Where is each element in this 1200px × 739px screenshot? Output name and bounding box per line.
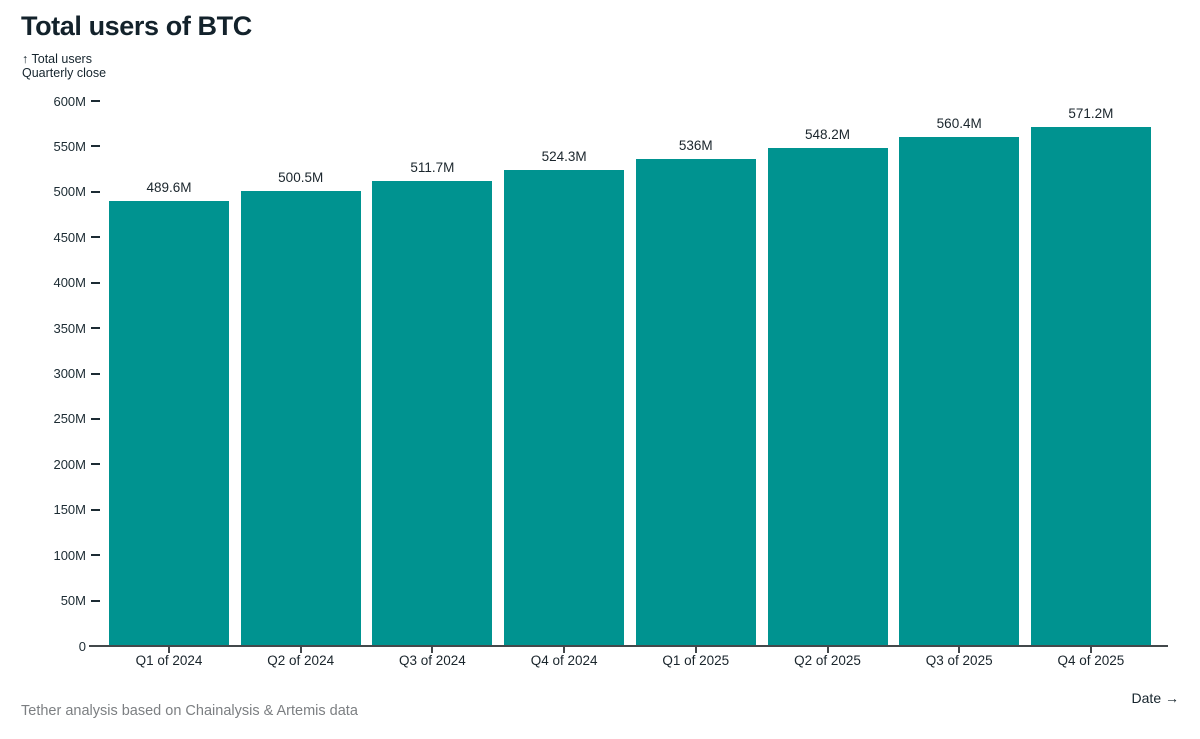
y-tick-label: 350M (53, 320, 86, 336)
chart-subtitle: ↑ Total users Quarterly close (22, 52, 107, 80)
y-tick-mark (91, 236, 100, 239)
bar-value-label: 489.6M (146, 180, 192, 196)
x-tick-mark (563, 647, 566, 653)
x-tick-label: Q1 of 2024 (135, 653, 203, 668)
y-tick-label: 500M (53, 184, 86, 200)
x-tick-label: Q4 of 2024 (530, 653, 598, 668)
x-tick-label: Q3 of 2025 (925, 653, 993, 668)
source-attribution: Tether analysis based on Chainalysis & A… (21, 703, 358, 719)
y-tick-mark (91, 599, 100, 602)
x-axis-line (89, 645, 1168, 647)
bar-value-label: 571.2M (1068, 106, 1114, 122)
y-tick-mark (91, 508, 100, 511)
y-tick-mark (91, 145, 100, 148)
y-tick-label: 400M (53, 275, 86, 291)
y-tick-label: 300M (53, 366, 86, 381)
y-tick-mark (91, 554, 100, 557)
bar-value-label: 560.4M (936, 115, 982, 131)
x-tick-label: Q2 of 2024 (267, 653, 335, 668)
y-tick-label: 550M (53, 138, 86, 154)
bar-q2-of-2025 (767, 148, 888, 646)
y-tick-mark (91, 100, 100, 102)
x-tick-mark (826, 647, 829, 653)
x-tick-label: Q2 of 2025 (794, 653, 861, 668)
x-tick-label: Q3 of 2024 (398, 653, 466, 668)
y-tick-mark (91, 463, 100, 466)
y-tick-label: 250M (53, 411, 86, 427)
y-tick-mark (91, 281, 100, 284)
y-tick-mark (91, 417, 100, 420)
x-tick-mark (168, 647, 170, 653)
x-tick-mark (299, 647, 302, 653)
bar-value-label: 500.5M (278, 170, 324, 186)
bar-q4-of-2025 (1030, 127, 1151, 646)
y-tick-label: 200M (53, 456, 86, 472)
y-tick-label: 150M (53, 502, 86, 518)
y-tick-label: 100M (53, 547, 86, 563)
bar-value-label: 511.7M (410, 160, 455, 176)
y-tick-label: 0 (78, 638, 86, 654)
x-tick-mark (1089, 647, 1092, 653)
bar-q1-of-2025 (635, 159, 756, 646)
y-tick-label: 50M (60, 593, 86, 609)
bar-q3-of-2024 (372, 181, 493, 646)
x-tick-mark (958, 647, 961, 653)
bar-q3-of-2025 (899, 136, 1020, 646)
y-tick-label: 600M (53, 93, 86, 109)
bar-value-label: 524.3M (541, 148, 587, 164)
y-tick-mark (91, 327, 100, 330)
x-tick-label: Q1 of 2025 (662, 653, 730, 668)
x-axis-hint: Date → (1131, 690, 1179, 706)
bar-value-label: 536M (678, 138, 713, 154)
y-tick-mark (91, 190, 100, 193)
bar-q1-of-2024 (109, 201, 229, 646)
x-tick-mark (431, 647, 434, 653)
bar-q2-of-2024 (240, 191, 361, 646)
bar-q4-of-2024 (504, 169, 625, 646)
chart-title: Total users of BTC (21, 11, 252, 41)
bar-value-label: 548.2M (804, 127, 851, 143)
y-tick-label: 450M (53, 229, 86, 245)
y-tick-mark (91, 372, 100, 375)
x-tick-mark (694, 647, 697, 653)
x-tick-label: Q4 of 2025 (1057, 653, 1125, 668)
